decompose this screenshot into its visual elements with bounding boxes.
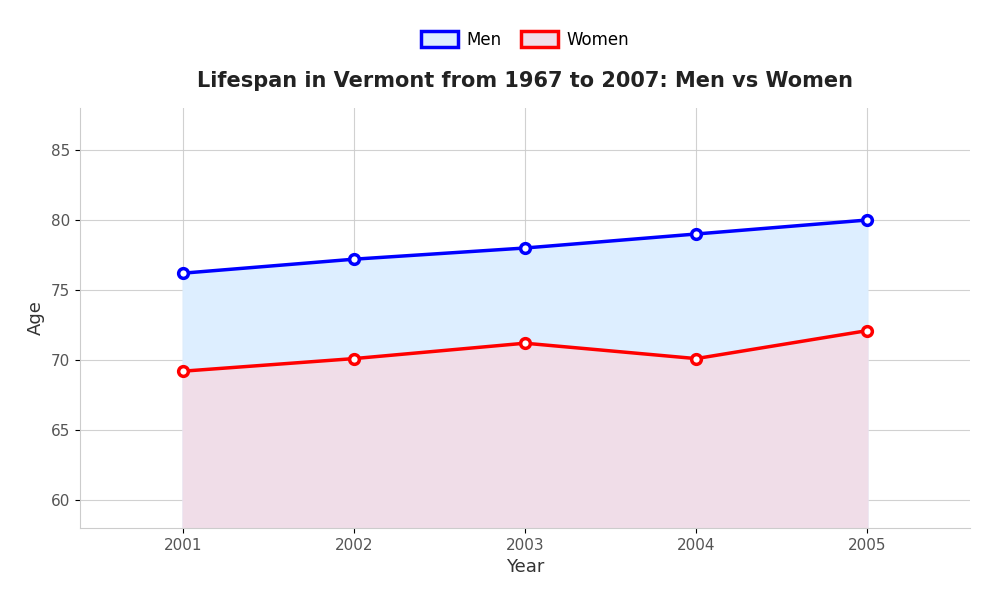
Legend: Men, Women: Men, Women [414,24,636,55]
Y-axis label: Age: Age [27,301,45,335]
Title: Lifespan in Vermont from 1967 to 2007: Men vs Women: Lifespan in Vermont from 1967 to 2007: M… [197,71,853,91]
X-axis label: Year: Year [506,558,544,576]
